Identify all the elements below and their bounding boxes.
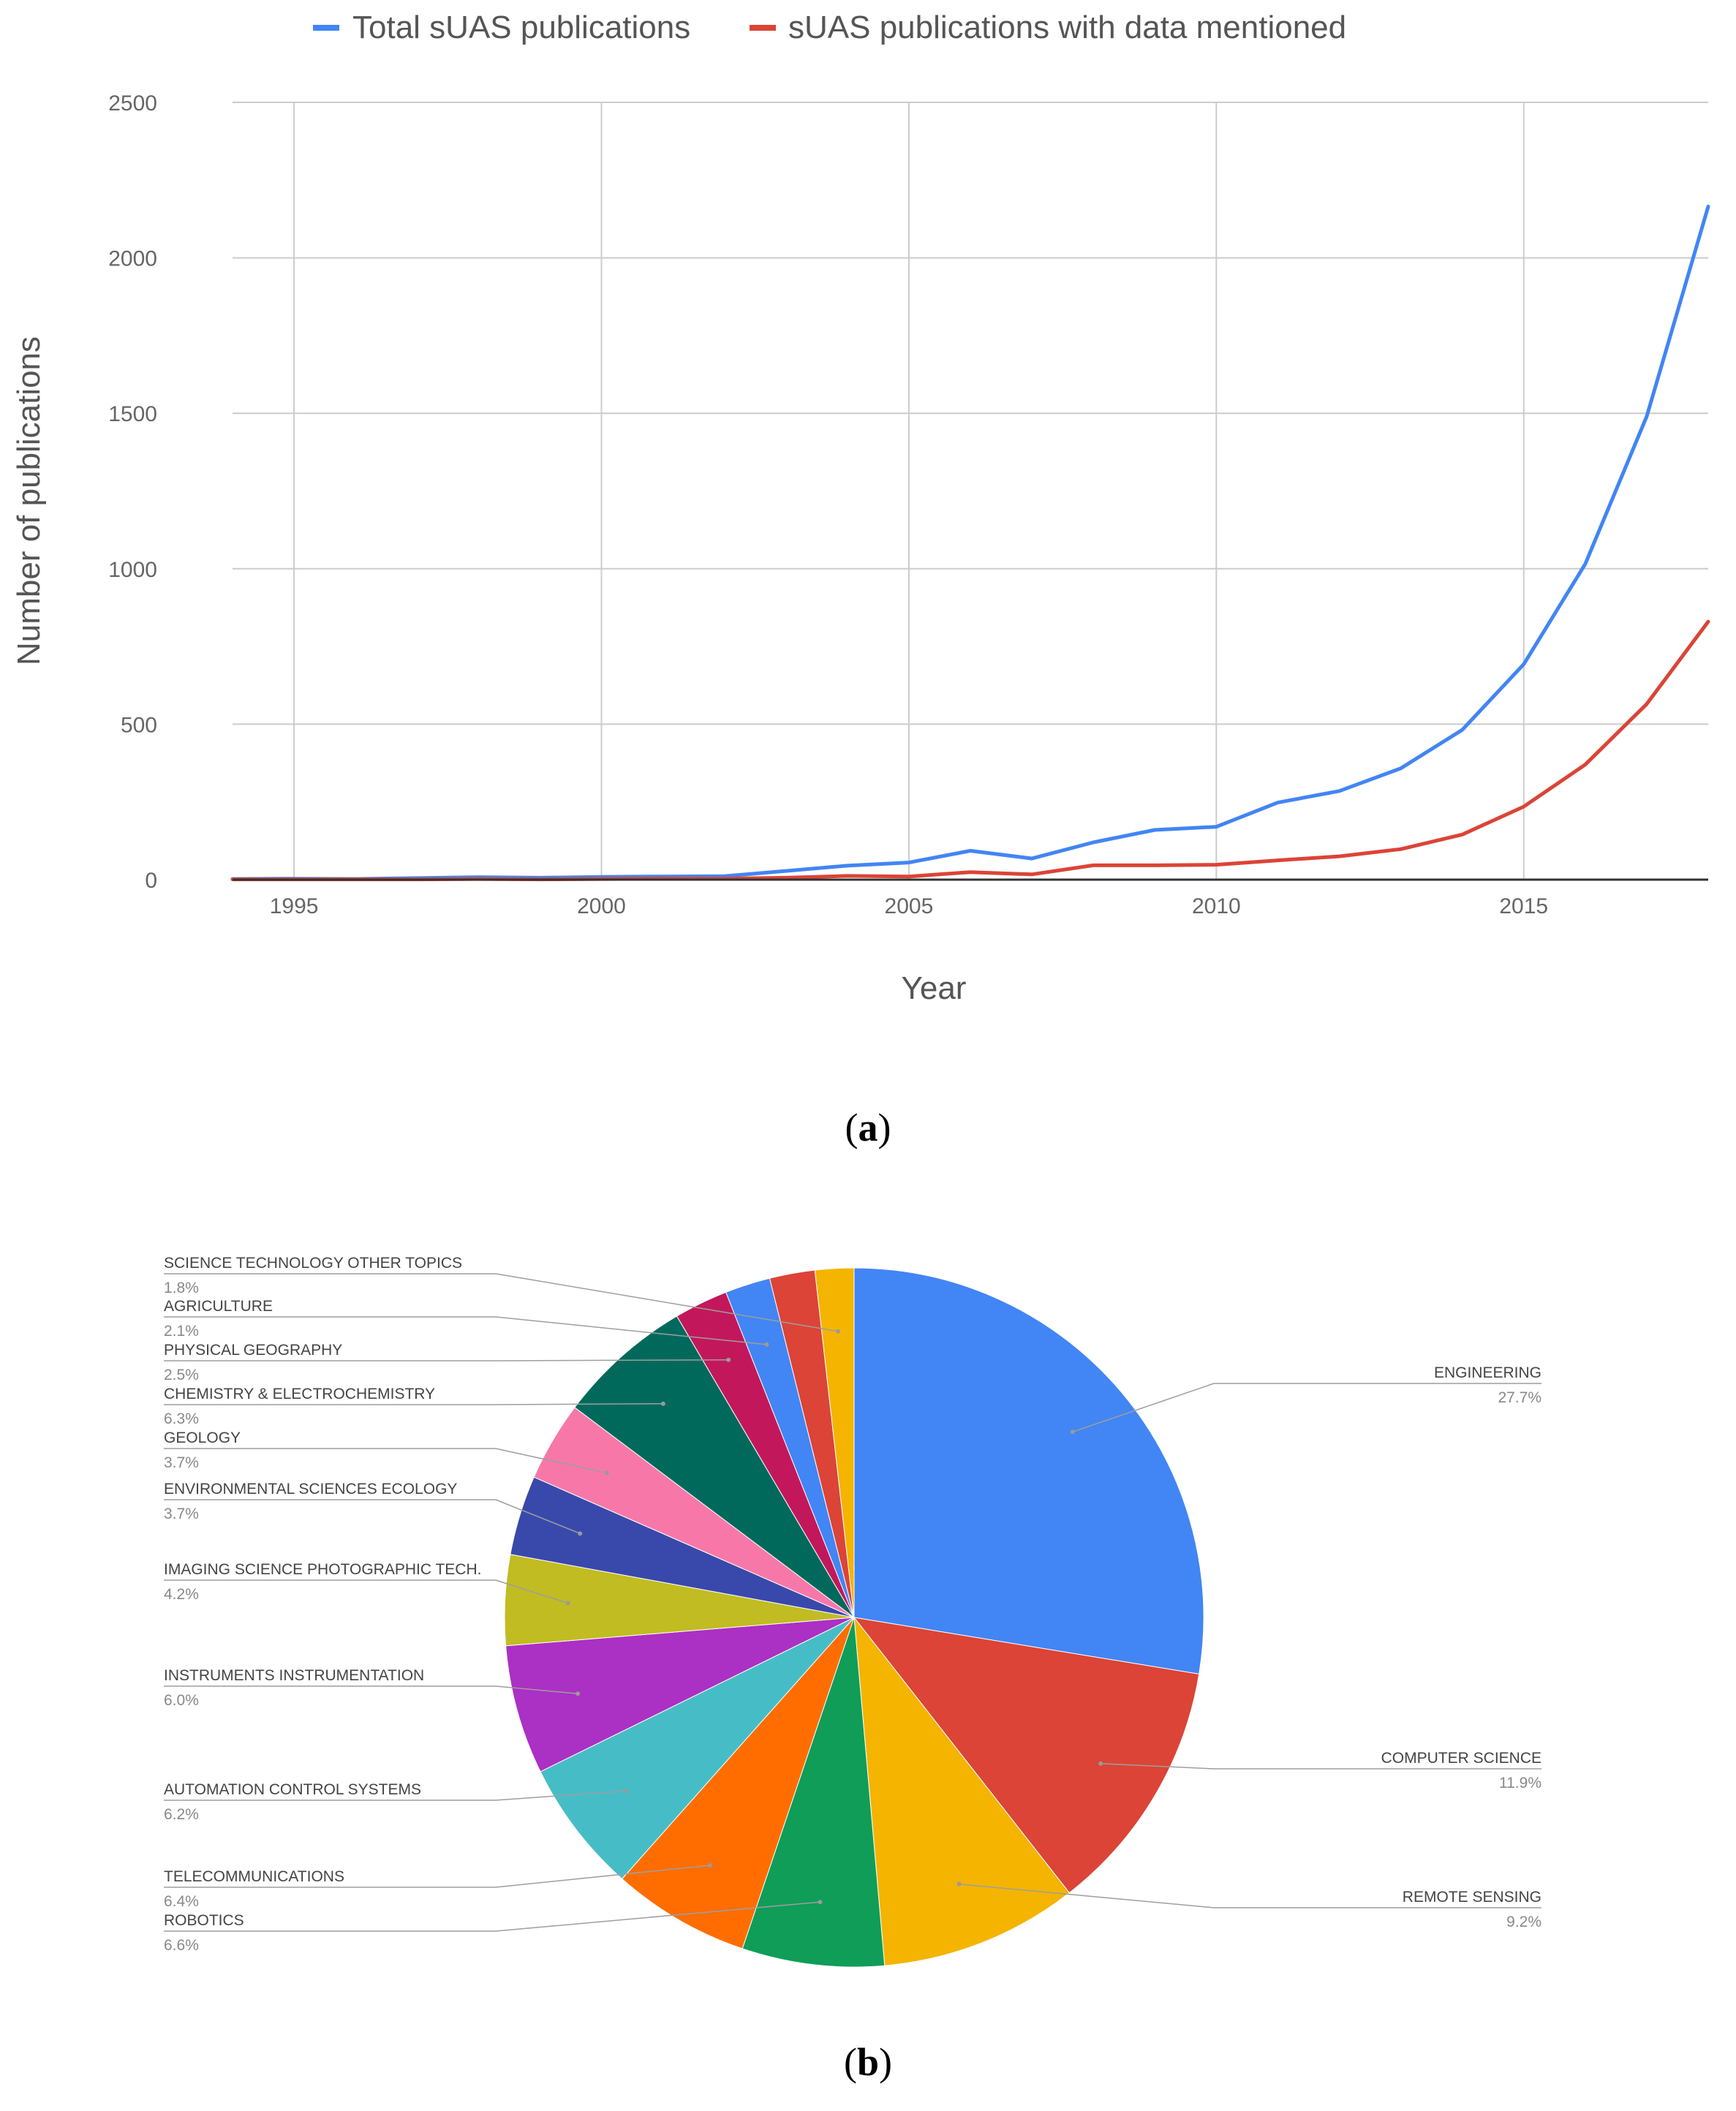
pie-label-name: PHYSICAL GEOGRAPHY [164, 1342, 342, 1359]
pie-label-pct: 4.2% [164, 1586, 199, 1603]
pie-label-name: ROBOTICS [164, 1912, 244, 1929]
pie-label-pct: 2.5% [164, 1367, 199, 1383]
series-line-total [230, 204, 1710, 881]
pie-label-name: IMAGING SCIENCE PHOTOGRAPHIC TECH. [164, 1561, 481, 1578]
pie-slice [621, 1617, 855, 1949]
y-tick-label: 0 [145, 869, 157, 893]
x-tick-label: 2010 [1192, 894, 1241, 918]
pie-leader-line [164, 1865, 711, 1888]
pie-label-name: CHEMISTRY & ELECTROCHEMISTRY [164, 1386, 435, 1402]
pie-labels: ENGINEERING 27.7% COMPUTER SCIENCE 11.9% REM… [164, 1255, 1541, 1954]
y-tick-label: 500 [121, 713, 157, 737]
pie-slice [574, 1315, 855, 1618]
caption-b-letter: b [857, 2040, 879, 2084]
pie-label-name: SCIENCE TECHNOLOGY OTHER TOPICS [164, 1255, 462, 1272]
pie-leader-line [164, 1448, 607, 1474]
pie-leader-line [164, 1685, 578, 1694]
pie-leader-line [959, 1883, 1541, 1908]
y-tick-label: 1000 [108, 558, 157, 582]
pie-label-name: ENGINEERING [1434, 1364, 1541, 1381]
y-axis-title: Number of publications [11, 336, 47, 665]
pie-label-pct: 6.4% [164, 1893, 199, 1910]
pie-label-name: REMOTE SENSING [1403, 1889, 1541, 1906]
pie-leader-line [164, 1316, 767, 1345]
pie-label-pct: 3.7% [164, 1454, 199, 1471]
pie-label-name: GEOLOGY [164, 1430, 241, 1446]
x-tick-label: 2015 [1499, 894, 1548, 918]
pie-label-pct: 11.9% [1499, 1775, 1541, 1791]
pie-leader-line [1101, 1763, 1541, 1770]
pie-label-name: COMPUTER SCIENCE [1381, 1750, 1541, 1767]
y-tick-label: 2000 [108, 247, 157, 271]
pie-label-name: AUTOMATION CONTROL SYSTEMS [164, 1781, 421, 1798]
pie-slice [741, 1617, 886, 1968]
pie-label-pct: 9.2% [1506, 1914, 1541, 1930]
series-lines [230, 204, 1710, 882]
legend-label-total: Total sUAS publications [352, 10, 690, 45]
series-line-data-mentioned [230, 619, 1710, 882]
pie-chart: ENGINEERING 27.7% COMPUTER SCIENCE 11.9% REM… [164, 1255, 1541, 1968]
pie-label-pct: 6.6% [164, 1937, 199, 1954]
pie-label-name: ENVIRONMENTAL SCIENCES ECOLOGY [164, 1481, 457, 1498]
pie-label-pct: 6.3% [164, 1411, 199, 1427]
legend: Total sUAS publications sUAS publication… [313, 10, 1346, 45]
line-chart: Total sUAS publications sUAS publication… [11, 10, 1710, 1006]
pie-slice [853, 1616, 1071, 1966]
legend-swatch-data-mentioned [750, 25, 776, 31]
svg-text:(a): (a) [845, 1106, 891, 1149]
caption-a: (a) [845, 1106, 891, 1149]
x-axis-ticks: 1995 2000 2005 2010 2015 [270, 894, 1548, 918]
y-axis-ticks: 0 500 1000 1500 2000 2500 [108, 91, 157, 893]
pie-label-pct: 27.7% [1498, 1389, 1541, 1406]
pie-label-pct: 1.8% [164, 1280, 199, 1296]
caption-a-letter: a [858, 1106, 878, 1149]
pie-leader-line [164, 1359, 729, 1362]
pie-label-name: INSTRUMENTS INSTRUMENTATION [164, 1667, 424, 1684]
pie-label-pct: 2.1% [164, 1323, 199, 1340]
pie-slices [504, 1267, 1204, 1968]
pie-label-name: TELECOMMUNICATIONS [164, 1868, 344, 1885]
pie-label-pct: 6.0% [164, 1692, 199, 1709]
pie-leader-line [164, 1790, 627, 1801]
pie-slice [505, 1617, 855, 1772]
x-tick-label: 1995 [270, 894, 319, 918]
pie-leader-line [164, 1499, 581, 1534]
pie-leader-line [164, 1402, 663, 1405]
pie-label-pct: 6.2% [164, 1806, 199, 1823]
pie-label-name: AGRICULTURE [164, 1298, 273, 1315]
pie-label-pct: 3.7% [164, 1506, 199, 1522]
pie-leader-line [164, 1273, 839, 1332]
x-tick-label: 2000 [577, 894, 626, 918]
y-tick-label: 2500 [108, 91, 157, 116]
pie-slice [814, 1267, 855, 1618]
legend-swatch-total [313, 25, 339, 31]
svg-text:(b): (b) [844, 2040, 892, 2084]
caption-b: (b) [844, 2040, 892, 2084]
pie-leader-line [164, 1901, 820, 1932]
grid [233, 102, 1708, 880]
legend-label-data-mentioned: sUAS publications with data mentioned [788, 10, 1346, 45]
pie-leader-line [1072, 1383, 1541, 1433]
y-tick-label: 1500 [108, 402, 157, 426]
pie-slice [853, 1267, 1204, 1674]
pie-leader-line [164, 1579, 568, 1604]
pie-slice [853, 1617, 1200, 1894]
x-tick-label: 2005 [885, 894, 934, 918]
x-axis-title: Year [902, 970, 967, 1006]
